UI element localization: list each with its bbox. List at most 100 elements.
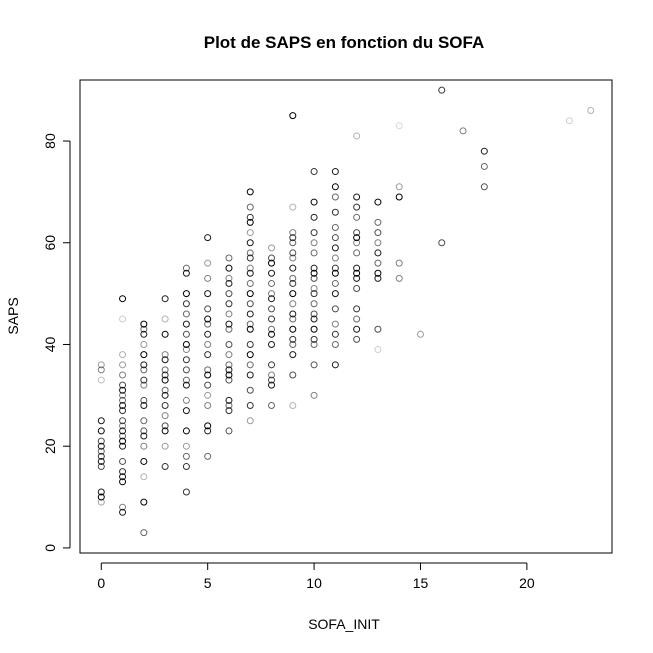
data-point bbox=[289, 274, 297, 282]
data-point bbox=[246, 203, 254, 211]
data-point bbox=[331, 320, 339, 328]
data-point bbox=[161, 371, 169, 379]
data-point bbox=[331, 183, 339, 191]
data-point bbox=[182, 264, 190, 272]
data-point bbox=[225, 320, 233, 328]
data-point bbox=[246, 371, 254, 379]
data-point bbox=[225, 340, 233, 348]
data-point bbox=[182, 396, 190, 404]
data-point bbox=[289, 371, 297, 379]
data-point bbox=[204, 290, 212, 298]
data-point bbox=[140, 330, 148, 338]
data-point bbox=[310, 198, 318, 206]
data-point bbox=[331, 290, 339, 298]
data-point bbox=[353, 239, 361, 247]
data-point bbox=[289, 325, 297, 333]
x-tick-label: 10 bbox=[306, 575, 322, 591]
data-point bbox=[119, 503, 127, 511]
y-axis-label: SAPS bbox=[5, 297, 21, 334]
data-point bbox=[119, 295, 127, 303]
data-point bbox=[395, 274, 403, 282]
data-point bbox=[204, 320, 212, 328]
data-point bbox=[119, 391, 127, 399]
data-point bbox=[182, 442, 190, 450]
data-point bbox=[353, 229, 361, 237]
data-point bbox=[310, 213, 318, 221]
data-point bbox=[246, 386, 254, 394]
data-point bbox=[119, 407, 127, 415]
data-point bbox=[246, 218, 254, 226]
data-point bbox=[246, 264, 254, 272]
data-point bbox=[374, 259, 382, 267]
data-point bbox=[268, 254, 276, 262]
data-point bbox=[268, 279, 276, 287]
data-point bbox=[353, 203, 361, 211]
data-point bbox=[374, 239, 382, 247]
data-point bbox=[374, 249, 382, 257]
data-point bbox=[97, 488, 105, 496]
data-point bbox=[225, 402, 233, 410]
data-point bbox=[119, 432, 127, 440]
data-point bbox=[246, 402, 254, 410]
data-point bbox=[289, 300, 297, 308]
data-point bbox=[140, 361, 148, 369]
data-point bbox=[289, 239, 297, 247]
data-point bbox=[310, 229, 318, 237]
data-point bbox=[268, 371, 276, 379]
data-point bbox=[204, 381, 212, 389]
y-axis: 0 20 40 60 80 bbox=[42, 133, 71, 552]
data-point bbox=[268, 325, 276, 333]
data-point bbox=[268, 295, 276, 303]
data-point bbox=[140, 498, 148, 506]
data-point bbox=[246, 417, 254, 425]
data-point bbox=[119, 473, 127, 481]
data-point bbox=[204, 305, 212, 313]
data-point bbox=[182, 452, 190, 460]
data-point bbox=[204, 351, 212, 359]
data-point bbox=[161, 442, 169, 450]
data-point bbox=[161, 295, 169, 303]
data-point bbox=[119, 468, 127, 476]
data-point bbox=[310, 315, 318, 323]
data-point bbox=[204, 330, 212, 338]
data-point bbox=[204, 422, 212, 430]
data-point bbox=[331, 330, 339, 338]
data-point bbox=[161, 463, 169, 471]
data-point bbox=[204, 274, 212, 282]
data-point bbox=[225, 427, 233, 435]
data-point bbox=[204, 452, 212, 460]
data-point bbox=[161, 402, 169, 410]
data-point bbox=[246, 310, 254, 318]
data-point bbox=[480, 162, 488, 170]
data-point bbox=[140, 473, 148, 481]
data-point bbox=[310, 285, 318, 293]
data-point bbox=[374, 269, 382, 277]
data-point bbox=[225, 361, 233, 369]
data-point bbox=[225, 274, 233, 282]
data-point bbox=[310, 300, 318, 308]
data-point bbox=[310, 274, 318, 282]
data-point bbox=[331, 193, 339, 201]
data-point bbox=[182, 290, 190, 298]
data-point bbox=[331, 279, 339, 287]
data-point bbox=[310, 340, 318, 348]
data-point bbox=[225, 407, 233, 415]
data-point bbox=[246, 351, 254, 359]
data-point bbox=[289, 264, 297, 272]
data-point bbox=[119, 351, 127, 359]
data-point bbox=[119, 361, 127, 369]
data-point bbox=[310, 249, 318, 257]
data-point bbox=[140, 442, 148, 450]
data-point bbox=[395, 183, 403, 191]
data-point bbox=[353, 132, 361, 140]
data-point bbox=[161, 351, 169, 359]
data-point bbox=[331, 269, 339, 277]
data-point bbox=[353, 305, 361, 313]
data-point bbox=[353, 325, 361, 333]
data-point bbox=[225, 371, 233, 379]
x-axis-label: SOFA_INIT bbox=[308, 616, 380, 632]
data-point bbox=[374, 229, 382, 237]
data-point bbox=[204, 340, 212, 348]
data-point bbox=[246, 229, 254, 237]
data-point bbox=[374, 218, 382, 226]
